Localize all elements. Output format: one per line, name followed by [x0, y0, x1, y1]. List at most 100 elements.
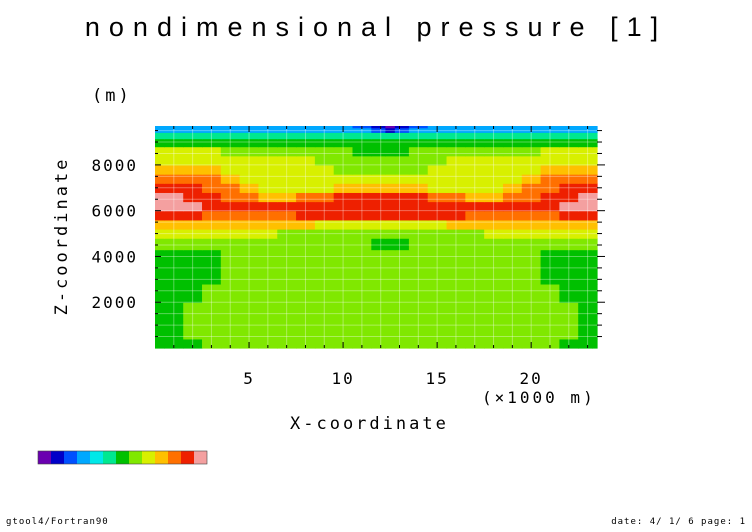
- heatmap-cell: [239, 138, 260, 148]
- heatmap-cell: [521, 146, 542, 157]
- heatmap-cell: [385, 320, 396, 340]
- heatmap-cell: [502, 127, 523, 133]
- heatmap-cell: [220, 174, 241, 184]
- heatmap-cell: [277, 164, 297, 175]
- heatmap-cell: [427, 201, 448, 212]
- heatmap-cell: [578, 138, 593, 148]
- heatmap-cell: [277, 132, 297, 140]
- heatmap-cell: [183, 138, 203, 148]
- legend-swatch: [129, 451, 142, 464]
- heatmap-cell: [394, 138, 410, 148]
- heatmap-cell: [258, 127, 278, 133]
- heatmap-cell: [155, 155, 166, 166]
- heatmap-cell: [183, 146, 203, 157]
- heatmap-cell: [559, 228, 579, 239]
- heatmap-cell: [155, 201, 166, 212]
- heatmap-cell: [333, 174, 354, 184]
- heatmap-cell: [408, 338, 429, 349]
- heatmap-cell: [394, 127, 410, 133]
- heatmap-cell: [578, 249, 593, 267]
- heatmap-cell: [521, 183, 542, 193]
- heatmap-cell: [502, 155, 523, 166]
- heatmap-cell: [559, 238, 579, 251]
- heatmap-cell: [183, 210, 203, 221]
- heatmap-cell: [333, 302, 354, 322]
- heatmap-cell: [408, 127, 429, 133]
- heatmap-cell: [258, 174, 278, 184]
- heatmap-cell: [333, 183, 354, 193]
- heatmap-cell: [371, 238, 387, 251]
- heatmap-cell: [592, 338, 598, 349]
- heatmap-cell: [202, 283, 222, 303]
- heatmap-cell: [465, 146, 485, 157]
- heatmap-cell: [427, 249, 448, 267]
- heatmap-cell: [385, 126, 396, 129]
- footer-software: gtool4/Fortran90: [6, 517, 109, 527]
- heatmap-cell: [220, 320, 241, 340]
- heatmap-cell: [352, 320, 372, 340]
- heatmap-cell: [155, 265, 166, 285]
- heatmap-cell: [465, 164, 485, 175]
- heatmap-cell: [521, 174, 542, 184]
- heatmap-cell: [540, 283, 560, 303]
- heatmap-cell: [385, 219, 396, 230]
- heatmap-cell: [540, 192, 560, 203]
- heatmap-cell: [502, 132, 523, 140]
- heatmap-cell: [277, 283, 297, 303]
- heatmap-cell: [385, 283, 396, 303]
- heatmap-cell: [540, 138, 560, 148]
- heatmap-cell: [465, 228, 485, 239]
- heatmap-cell: [333, 132, 354, 140]
- heatmap-cell: [183, 283, 203, 303]
- heatmap-cell: [540, 183, 560, 193]
- heatmap-cell: [352, 132, 372, 140]
- heatmap-cell: [164, 132, 184, 140]
- heatmap-cell: [314, 228, 335, 239]
- heatmap-cell: [258, 283, 278, 303]
- heatmap-cell: [258, 320, 278, 340]
- heatmap-cell: [578, 201, 593, 212]
- heatmap-cell: [465, 201, 485, 212]
- heatmap-cell: [465, 283, 485, 303]
- heatmap-cell: [394, 210, 410, 221]
- heatmap-cell: [164, 183, 184, 193]
- heatmap-cell: [465, 132, 485, 140]
- heatmap-cell: [314, 302, 335, 322]
- heatmap-cell: [465, 138, 485, 148]
- heatmap-cell: [408, 320, 429, 340]
- heatmap-cell: [296, 238, 316, 251]
- heatmap-cell: [258, 192, 278, 203]
- heatmap-cell: [578, 183, 593, 193]
- heatmap-cell: [540, 164, 560, 175]
- heatmap-cell: [427, 302, 448, 322]
- heatmap-cell: [427, 192, 448, 203]
- heatmap-cell: [277, 174, 297, 184]
- heatmap-cell: [394, 283, 410, 303]
- heatmap-cell: [521, 249, 542, 267]
- heatmap-cell: [394, 126, 410, 129]
- heatmap-cell: [446, 210, 466, 221]
- heatmap-cell: [164, 138, 184, 148]
- heatmap-cell: [502, 302, 523, 322]
- legend-swatch: [103, 451, 116, 464]
- heatmap-cell: [296, 283, 316, 303]
- heatmap-cell: [521, 228, 542, 239]
- heatmap-cell: [502, 201, 523, 212]
- heatmap-cell: [202, 138, 222, 148]
- heatmap-cell: [446, 174, 466, 184]
- heatmap-cell: [521, 265, 542, 285]
- heatmap-cell: [502, 228, 523, 239]
- heatmap-cell: [352, 265, 372, 285]
- heatmap-cell: [239, 228, 260, 239]
- heatmap-cell: [258, 146, 278, 157]
- heatmap-cell: [559, 132, 579, 140]
- heatmap-cell: [277, 238, 297, 251]
- x-tick-label: 5: [243, 369, 255, 388]
- heatmap-cell: [394, 164, 410, 175]
- heatmap-cell: [155, 210, 166, 221]
- heatmap-cell: [540, 146, 560, 157]
- heatmap-cell: [408, 174, 429, 184]
- heatmap-cell: [559, 219, 579, 230]
- heatmap-cell: [592, 174, 598, 184]
